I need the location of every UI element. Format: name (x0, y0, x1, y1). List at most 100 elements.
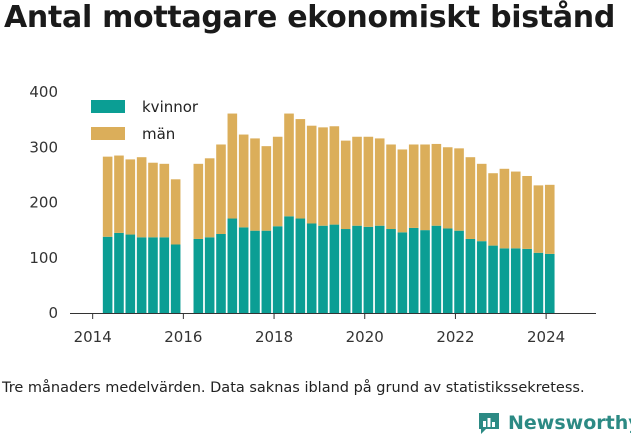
bar-man (295, 119, 306, 219)
bar-man (284, 113, 294, 217)
legend-swatch (91, 100, 125, 113)
bar-kvinnor (306, 223, 317, 313)
bar-kvinnor (216, 233, 226, 313)
bar-man (272, 136, 283, 227)
bar-kvinnor (454, 230, 464, 313)
bar-kvinnor (114, 232, 124, 313)
bar-man (148, 162, 158, 238)
bar-man (522, 175, 532, 249)
y-tick-label: 300 (29, 138, 58, 156)
legend-swatch (91, 127, 125, 140)
bar-man (386, 144, 396, 230)
bar-man (352, 136, 362, 226)
bar-kvinnor (250, 230, 260, 313)
bar-man (193, 163, 204, 239)
legend: kvinnor män (91, 98, 199, 143)
bar-man (136, 157, 147, 238)
bar-man (363, 136, 374, 227)
bar-kvinnor (431, 225, 442, 313)
y-tick-label: 200 (29, 194, 58, 212)
bar-man (216, 144, 226, 234)
bar-kvinnor (170, 244, 181, 313)
bar-man (408, 144, 419, 228)
bar-kvinnor (442, 228, 453, 313)
bar-kvinnor (522, 248, 532, 313)
bar-kvinnor (386, 229, 396, 313)
footnote: Tre månaders medelvärden. Data saknas ib… (2, 380, 585, 396)
x-tick-label: 2018 (255, 328, 293, 346)
chart-title: Antal mottagare ekonomiskt bistånd (4, 0, 616, 35)
bar-kvinnor (363, 226, 374, 313)
bar-man (510, 171, 521, 249)
bar-man (431, 143, 442, 226)
newsworthy-logo-icon (479, 413, 499, 434)
bar-kvinnor (499, 248, 510, 313)
bar-kvinnor (136, 237, 147, 313)
x-tick-label: 2024 (527, 328, 565, 346)
bar-kvinnor (159, 237, 170, 313)
bar-man (340, 140, 351, 230)
bar-man (261, 146, 272, 231)
bar-man (306, 125, 317, 224)
bar-kvinnor (397, 232, 408, 313)
y-tick-label: 400 (29, 83, 58, 101)
bar-man (465, 157, 476, 239)
bar-kvinnor (544, 253, 555, 313)
bar-kvinnor (340, 229, 351, 313)
bar-kvinnor (227, 218, 238, 313)
stacked-bar-chart: 0 100 200 300 400 2014 2016 2018 2020 2022 2024 k… (29, 83, 596, 346)
bar-kvinnor (329, 224, 340, 313)
bar-kvinnor (102, 236, 113, 313)
bar-kvinnor (148, 237, 158, 313)
bar-man (227, 113, 238, 219)
bar-kvinnor (374, 225, 385, 313)
bar-man (238, 134, 249, 228)
bar-kvinnor (476, 241, 487, 313)
x-tick-label: 2014 (74, 328, 112, 346)
bar-man (329, 126, 340, 225)
bar-kvinnor (295, 218, 306, 313)
bar-kvinnor (533, 252, 544, 313)
bar-man (204, 158, 215, 238)
bar-man (397, 149, 408, 233)
bar-kvinnor (238, 227, 249, 313)
brand-name: Newsworthy (508, 412, 631, 434)
bar-man (499, 168, 510, 249)
brand[interactable]: Newsworthy (476, 409, 631, 437)
bar-man (114, 155, 124, 233)
bar-man (318, 127, 328, 226)
bar-man (476, 163, 487, 242)
bar-kvinnor (408, 227, 419, 313)
bar-man (102, 156, 113, 237)
bar-man (250, 138, 260, 231)
bar-kvinnor (261, 230, 272, 313)
bar-man (159, 163, 170, 238)
bars (102, 113, 555, 313)
bar-kvinnor (318, 225, 328, 313)
bar-kvinnor (193, 238, 204, 313)
bar-kvinnor (465, 238, 476, 313)
y-axis: 0 100 200 300 400 (29, 83, 58, 322)
x-axis: 2014 2016 2018 2020 2022 2024 (70, 313, 596, 346)
legend-label: män (142, 125, 175, 143)
bar-kvinnor (284, 216, 294, 313)
bar-man (374, 138, 385, 226)
bar-man (488, 173, 498, 246)
x-tick-label: 2016 (164, 328, 202, 346)
x-tick-label: 2022 (436, 328, 474, 346)
y-tick-label: 100 (29, 249, 58, 267)
bar-kvinnor (510, 248, 521, 313)
bar-kvinnor (272, 226, 283, 313)
bar-man (420, 144, 430, 231)
bar-man (544, 184, 555, 254)
bar-kvinnor (488, 245, 498, 313)
bar-kvinnor (204, 237, 215, 313)
bar-man (125, 159, 136, 235)
bar-kvinnor (352, 225, 362, 313)
y-tick-label: 0 (48, 304, 58, 322)
bar-man (533, 185, 544, 253)
bar-man (442, 147, 453, 229)
legend-label: kvinnor (142, 98, 199, 116)
bar-kvinnor (125, 234, 136, 313)
bar-man (170, 179, 181, 245)
